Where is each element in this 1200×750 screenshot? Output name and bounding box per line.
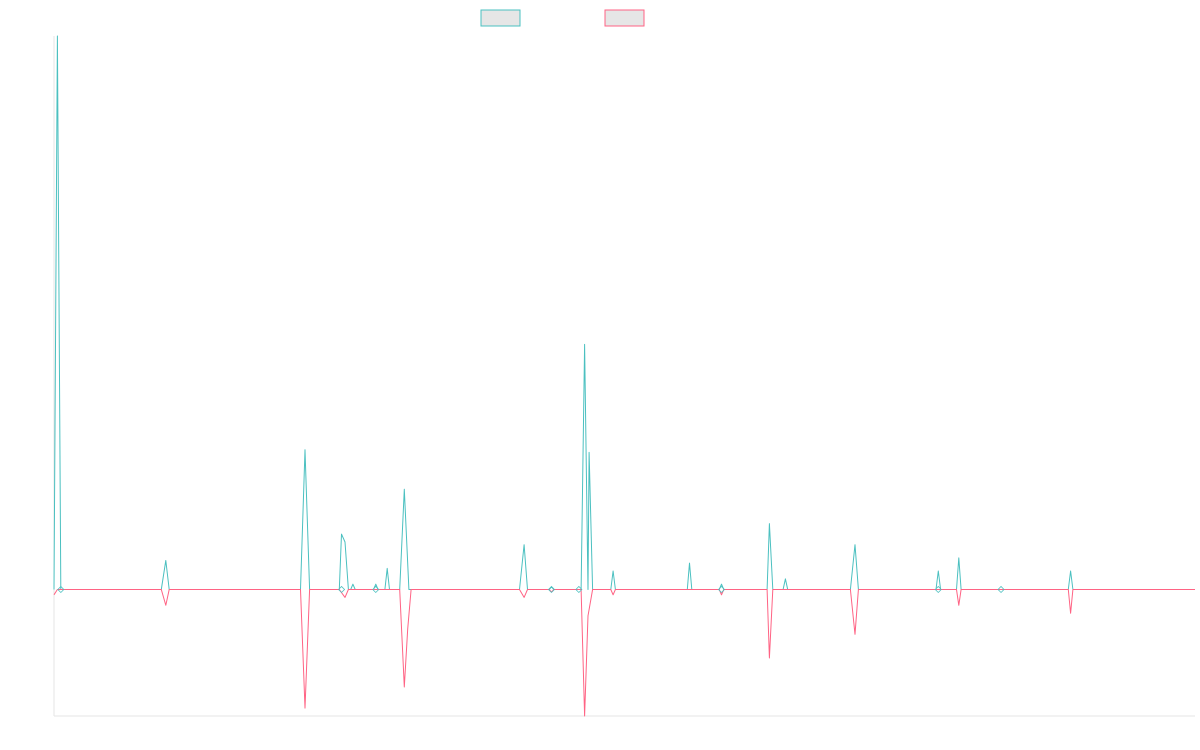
legend-swatch-series-1[interactable]	[480, 9, 521, 27]
data-point-marker	[717, 585, 726, 594]
series-line-2[interactable]	[53, 589, 1195, 717]
data-point-marker	[575, 585, 583, 594]
data-point-marker	[57, 585, 65, 594]
data-point-marker	[934, 585, 942, 594]
legend-swatch-series-2[interactable]	[604, 9, 645, 27]
series-layer	[53, 35, 1195, 717]
data-point-marker	[372, 585, 380, 594]
axes	[53, 36, 1195, 717]
legend	[480, 9, 645, 27]
data-point-marker	[547, 585, 556, 594]
series-line-1[interactable]	[53, 35, 1195, 590]
data-point-marker	[337, 585, 346, 594]
data-point-marker	[997, 585, 1005, 594]
